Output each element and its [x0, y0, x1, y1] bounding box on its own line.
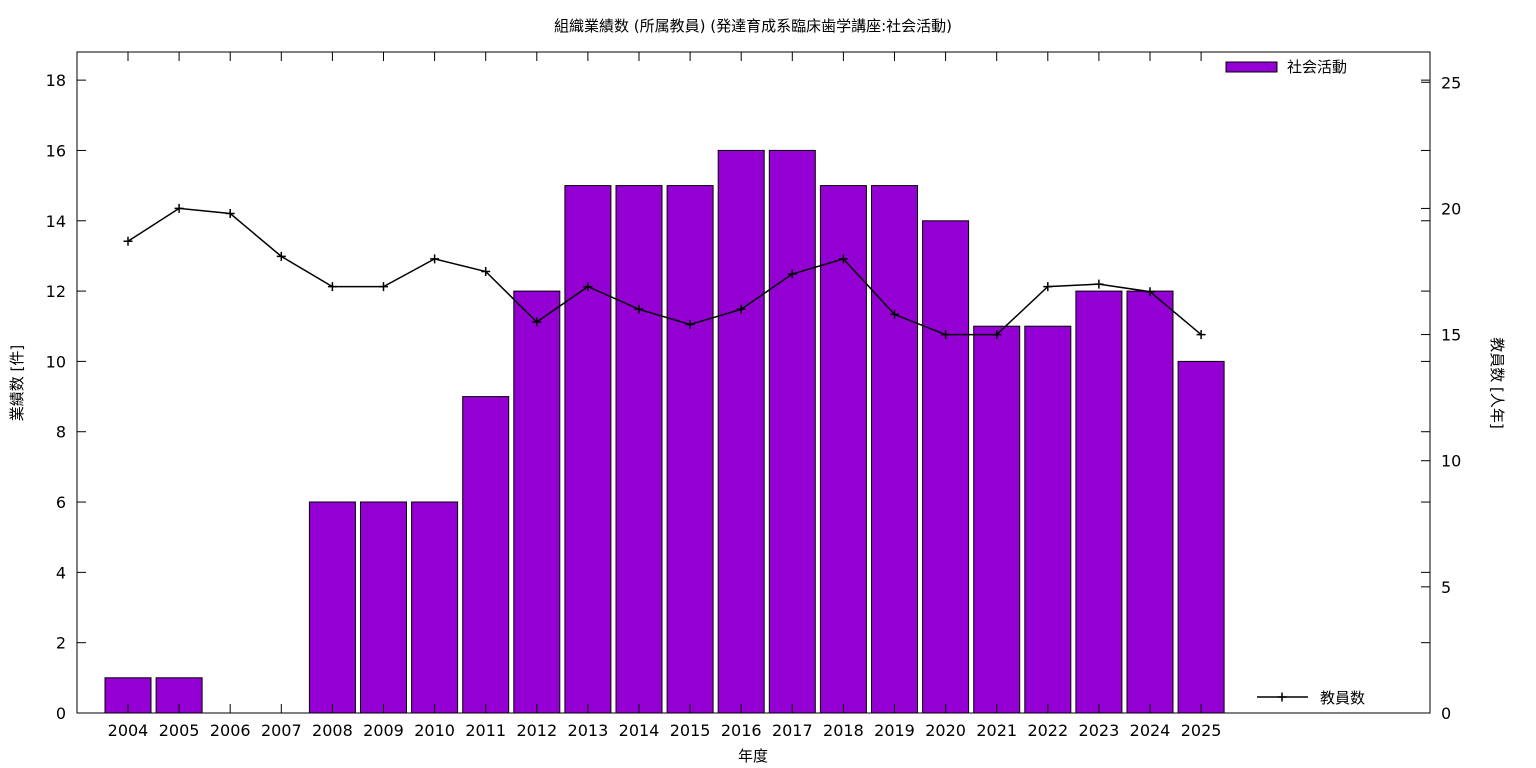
y2-tick-label: 5	[1441, 578, 1451, 597]
x-tick-label: 2017	[772, 721, 813, 740]
y2-axis: 0 5 10 15 20 25	[1421, 73, 1461, 723]
x-tick-label: 2008	[312, 721, 353, 740]
bar-2020	[922, 220, 970, 714]
bars-group	[104, 149, 1225, 714]
x-tick-label: 2014	[619, 721, 660, 740]
y-tick-label: 6	[56, 493, 66, 512]
y2-tick-label: 25	[1441, 73, 1461, 92]
x-tick-label: 2023	[1079, 721, 1120, 740]
legend-line-marker	[1277, 692, 1287, 702]
line-point-2014	[634, 304, 644, 314]
line-point-2008	[327, 282, 337, 292]
bar-2012	[513, 290, 561, 714]
bar-2015	[666, 185, 714, 714]
bar-2008	[308, 501, 356, 714]
line-point-2025	[1196, 330, 1206, 340]
bar-2025	[1177, 360, 1225, 714]
x-tick-label: 2025	[1181, 721, 1222, 740]
x-axis: 2004 2005 2006 2007 2008 2009 2010 2011 2012 2013…	[108, 52, 1222, 740]
line-point-2005	[174, 203, 184, 213]
legend-bar: 社会活動	[1225, 58, 1347, 76]
y-tick-label: 10	[46, 352, 66, 371]
line-point-2012	[532, 317, 542, 327]
bar-2016	[717, 149, 765, 714]
bar-2024	[1126, 290, 1174, 714]
x-tick-label: 2020	[925, 721, 966, 740]
legend-line-label: 教員数	[1320, 689, 1365, 707]
x-tick-label: 2006	[210, 721, 251, 740]
y-tick-label: 12	[46, 282, 66, 301]
y-tick-label: 2	[56, 634, 66, 653]
legend-line: 教員数	[1257, 689, 1365, 707]
line-point-2018	[838, 254, 848, 264]
x-tick-label: 2015	[670, 721, 711, 740]
y-tick-label: 4	[56, 563, 66, 582]
chart-title: 組織業績数 (所属教員) (発達育成系臨床歯学講座:社会活動)	[554, 17, 952, 35]
line-point-2004	[123, 236, 133, 246]
y-tick-label: 8	[56, 423, 66, 442]
y2-tick-label: 10	[1441, 452, 1461, 471]
line-point-2021	[992, 330, 1002, 340]
bar-2023	[1075, 290, 1123, 714]
line-series	[127, 207, 1202, 336]
x-tick-label: 2012	[516, 721, 557, 740]
bar-2010	[411, 501, 459, 714]
x-tick-label: 2005	[159, 721, 200, 740]
x-tick-label: 2009	[363, 721, 404, 740]
x-tick-label: 2011	[465, 721, 506, 740]
line-point-2006	[225, 209, 235, 218]
line-point-2022	[1043, 282, 1053, 292]
x-tick-label: 2016	[721, 721, 762, 740]
x-tick-label: 2021	[976, 721, 1017, 740]
line-point-2023	[1094, 279, 1104, 289]
bar-2019	[871, 185, 918, 714]
y-tick-label: 0	[56, 704, 66, 723]
x-tick-label: 2013	[568, 721, 609, 740]
bar-2013	[564, 185, 612, 714]
x-tick-label: 2019	[874, 721, 915, 740]
line-point-2009	[379, 282, 388, 292]
line-point-2020	[941, 330, 951, 340]
line-point-2024	[1145, 287, 1155, 297]
y-tick-label: 14	[46, 212, 66, 231]
line-point-2011	[481, 267, 491, 276]
line-point-2019	[890, 309, 899, 319]
legend-bar-label: 社会活動	[1287, 58, 1347, 76]
x-tick-label: 2018	[823, 721, 864, 740]
bar-2014	[615, 185, 663, 714]
x-axis-title: 年度	[738, 747, 768, 765]
bar-2009	[360, 501, 407, 714]
bar-2022	[1024, 325, 1072, 714]
line-point-2010	[430, 254, 440, 264]
y2-axis-title: 教員数 [人年]	[1488, 337, 1506, 428]
line-point-2017	[787, 269, 797, 279]
x-tick-label: 2010	[414, 721, 455, 740]
y-axis: 0 2 4 6 8 10 12 14 16 18	[46, 71, 1430, 723]
x-tick-label: 2024	[1130, 721, 1171, 740]
y-tick-label: 16	[46, 141, 66, 160]
x-tick-label: 2007	[261, 721, 302, 740]
line-group	[123, 203, 1206, 340]
line-point-2013	[583, 282, 593, 292]
bar-2017	[768, 149, 816, 714]
y-tick-label: 18	[46, 71, 66, 90]
y-axis-title: 業績数 [件]	[8, 345, 26, 421]
bar-2021	[973, 325, 1021, 714]
plot-frame	[76, 51, 1431, 714]
x-tick-label: 2022	[1027, 721, 1068, 740]
legend-bar-swatch	[1225, 61, 1278, 73]
y2-tick-label: 20	[1441, 199, 1461, 218]
y2-tick-label: 15	[1441, 326, 1461, 345]
y2-tick-label: 0	[1441, 704, 1451, 723]
line-point-2016	[736, 304, 746, 314]
x-tick-label: 2004	[108, 721, 149, 740]
line-point-2007	[276, 251, 286, 261]
line-point-2015	[685, 320, 695, 329]
bar-2018	[819, 185, 867, 714]
bar-2011	[462, 396, 510, 714]
